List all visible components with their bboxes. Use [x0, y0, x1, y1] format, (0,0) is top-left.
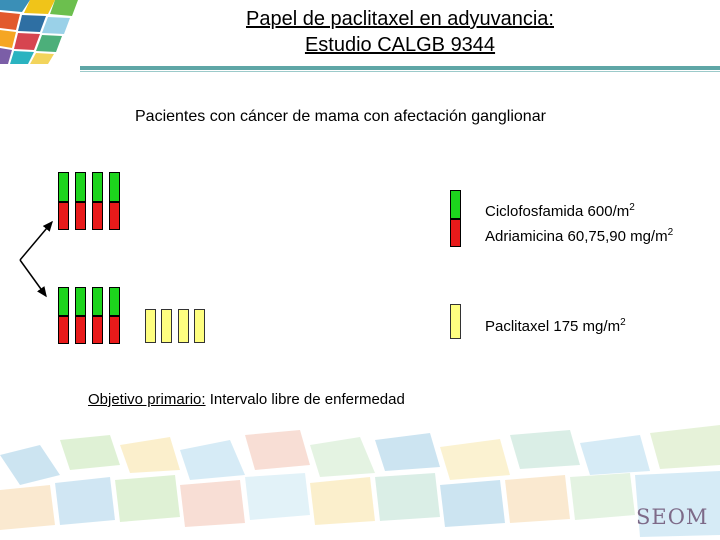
- cycle-paclitaxel-block: [161, 309, 172, 343]
- cycle-cyclophosphamide-block: [109, 287, 120, 316]
- cycle-adriamycin-block: [75, 316, 86, 344]
- cycle-cyclophosphamide-block: [75, 287, 86, 316]
- objective-text: Intervalo libre de enfermedad: [205, 391, 405, 408]
- cycle-adriamycin-block: [92, 316, 103, 344]
- legend-paclitaxel-label: Paclitaxel 175 mg/m2: [485, 312, 626, 337]
- population-label: Pacientes con cáncer de mama con afectac…: [135, 108, 546, 125]
- cycle-paclitaxel-block: [178, 309, 189, 343]
- cycle-adriamycin-block: [75, 202, 86, 230]
- legend-swatch-paclitaxel: [450, 304, 461, 339]
- title-divider: [80, 66, 720, 70]
- arrow-to-arm-2: [19, 259, 47, 298]
- superscript: 2: [629, 202, 635, 213]
- primary-objective: Objetivo primario: Intervalo libre de en…: [88, 391, 405, 408]
- cycle-paclitaxel-block: [194, 309, 205, 343]
- legend-swatch-cyclophosphamide: [450, 190, 461, 219]
- title-line-1: Papel de paclitaxel en adyuvancia:: [246, 8, 554, 30]
- cycle-adriamycin-block: [92, 202, 103, 230]
- legend-swatch-adriamycin: [450, 219, 461, 247]
- legend-paclitaxel-text: Paclitaxel 175 mg/m: [485, 318, 621, 335]
- title-line-2: Estudio CALGB 9344: [304, 34, 496, 56]
- title-divider-thin: [80, 71, 720, 72]
- legend-adriamycin-text: Adriamicina 60,75,90 mg/m: [485, 228, 668, 245]
- arrow-to-arm-1: [19, 220, 53, 261]
- cycle-cyclophosphamide-block: [75, 172, 86, 202]
- mosaic-logo-icon: [0, 0, 78, 64]
- superscript: 2: [667, 227, 674, 238]
- superscript: 2: [620, 317, 626, 328]
- cycle-adriamycin-block: [58, 202, 69, 230]
- cycle-cyclophosphamide-block: [109, 172, 120, 202]
- objective-label: Objetivo primario:: [88, 391, 206, 408]
- cycle-adriamycin-block: [109, 316, 120, 344]
- seom-logo-text: SEOM: [636, 505, 709, 529]
- cycle-cyclophosphamide-block: [58, 172, 69, 202]
- cycle-cyclophosphamide-block: [92, 172, 103, 202]
- cycle-adriamycin-block: [58, 316, 69, 344]
- cycle-paclitaxel-block: [145, 309, 156, 343]
- slide-title: Papel de paclitaxel en adyuvancia: Estud…: [160, 6, 640, 58]
- cycle-cyclophosphamide-block: [92, 287, 103, 316]
- cycle-cyclophosphamide-block: [58, 287, 69, 316]
- bottom-mosaic-decoration-icon: [0, 425, 720, 537]
- cycle-adriamycin-block: [109, 202, 120, 230]
- legend-cyclophosphamide-text: Ciclofosfamida 600/m: [485, 203, 630, 220]
- legend-ac-label: Ciclofosfamida 600/m2 Adriamicina 60,75,…: [485, 197, 673, 247]
